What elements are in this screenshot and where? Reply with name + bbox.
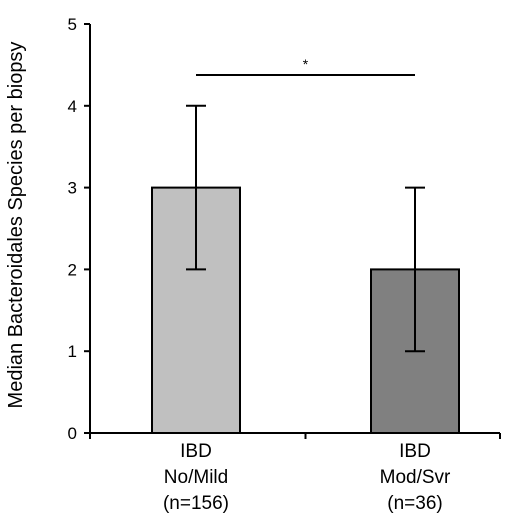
category-label: IBD: [180, 441, 212, 462]
category-label: (n=36): [387, 493, 442, 514]
y-tick-label: 0: [68, 424, 77, 443]
y-axis-title: Median Bacteroidales Species per biopsy: [5, 42, 27, 409]
category-label: Mod/Svr: [380, 467, 451, 488]
y-tick-label: 2: [68, 260, 77, 279]
y-tick-label: 4: [68, 97, 77, 116]
category-label: IBD: [399, 441, 431, 462]
category-label: No/Mild: [164, 467, 228, 488]
y-tick-label: 1: [68, 342, 77, 361]
category-label: (n=156): [163, 493, 229, 514]
y-tick-label: 5: [68, 15, 77, 34]
significance-marker: *: [303, 56, 309, 72]
y-tick-label: 3: [68, 179, 77, 198]
